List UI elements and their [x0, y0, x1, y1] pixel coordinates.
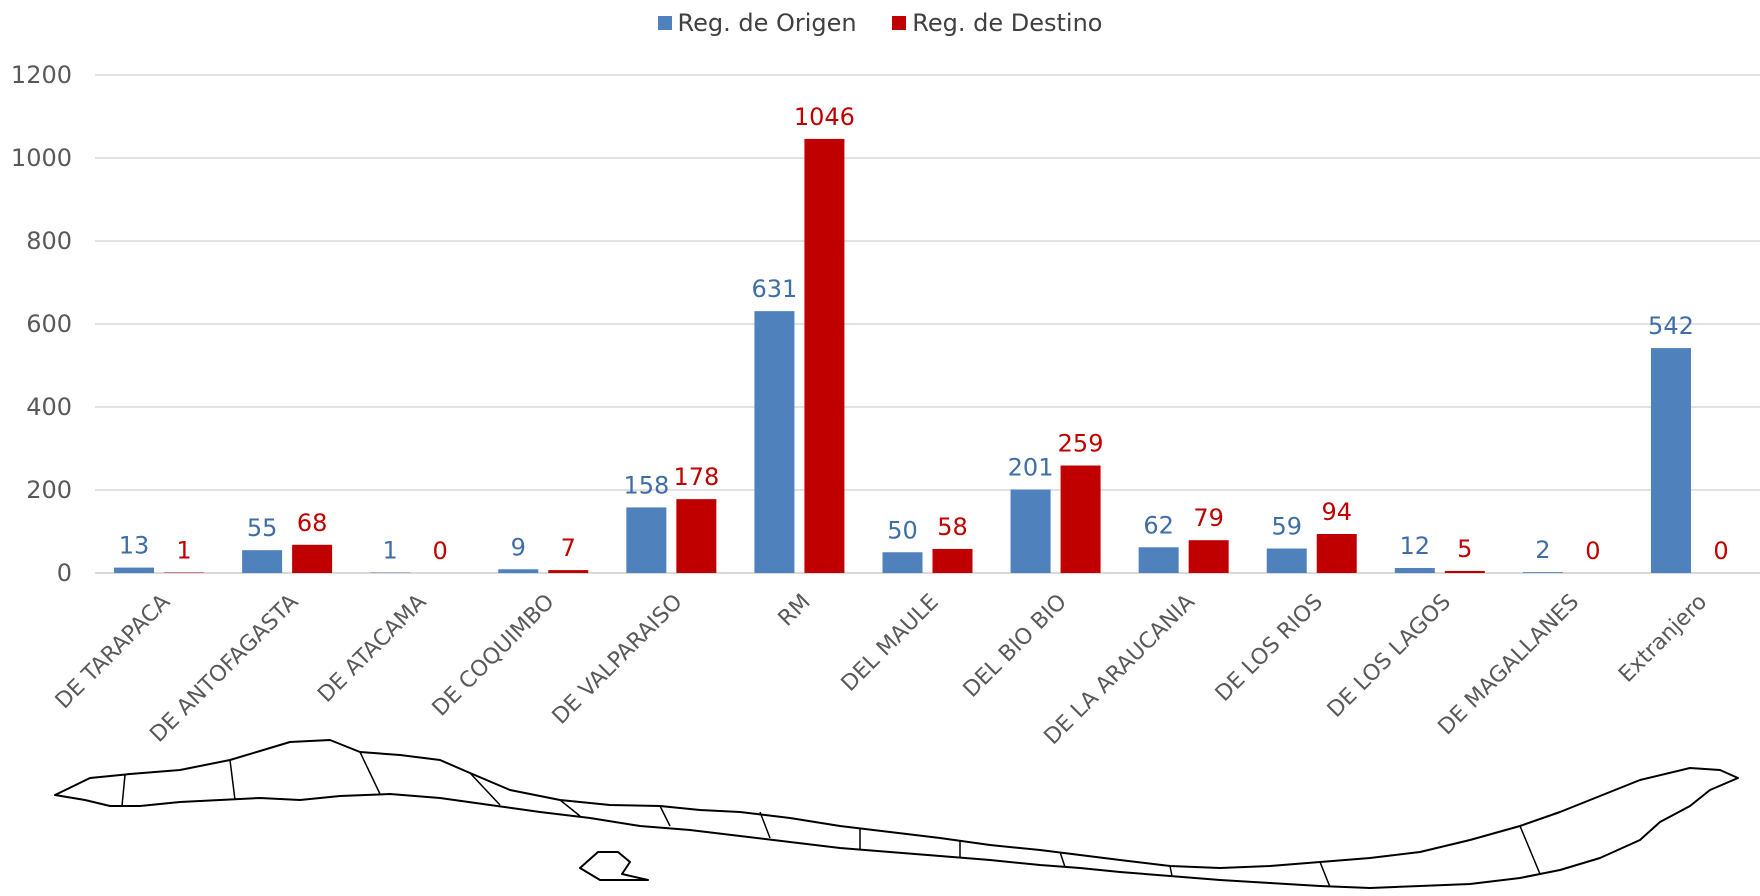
x-tick-label: DE VALPARAISO [548, 590, 688, 730]
y-tick-label: 400 [26, 393, 72, 421]
bar-origen [114, 567, 155, 573]
x-tick-label: DE MAGALLANES [1434, 590, 1585, 741]
data-label-origen: 158 [623, 471, 669, 499]
x-tick-label: DE LOS RIOS [1211, 590, 1328, 707]
data-label-origen: 201 [1008, 454, 1054, 482]
y-tick-label: 1200 [11, 61, 72, 89]
bar-origen [754, 311, 795, 573]
data-label-destino: 94 [1321, 498, 1352, 526]
y-axis: 0 200 400 600 800 1000 1200 [11, 61, 72, 587]
data-label-destino: 7 [561, 534, 576, 562]
y-tick-label: 600 [26, 310, 72, 338]
legend-swatch-origen [657, 16, 672, 30]
map-region-borders [121, 751, 1541, 888]
data-label-origen: 55 [247, 514, 278, 542]
data-label-origen: 542 [1648, 312, 1694, 340]
data-label-origen: 50 [887, 516, 918, 544]
x-tick-label: Extranjero [1614, 590, 1712, 688]
data-label-destino: 1 [176, 537, 191, 565]
bar-origen [1010, 489, 1051, 573]
x-tick-label: DE COQUIMBO [428, 590, 560, 722]
data-label-destino: 5 [1457, 535, 1472, 563]
bar-destino [804, 138, 845, 573]
legend-label-destino: Reg. de Destino [912, 9, 1103, 37]
data-label-destino: 0 [433, 537, 448, 565]
data-label-destino: 178 [673, 463, 719, 491]
x-tick-label: DE LOS LAGOS [1323, 590, 1456, 723]
data-label-destino: 1046 [794, 103, 855, 131]
bar-origen [1650, 348, 1691, 573]
chart-legend: Reg. de Origen Reg. de Destino [0, 8, 1760, 37]
data-label-destino: 0 [1713, 537, 1728, 565]
data-label-destino: 259 [1058, 430, 1104, 458]
bar-destino [1444, 570, 1485, 573]
data-label-origen: 13 [119, 532, 150, 560]
data-label-origen: 1 [383, 537, 398, 565]
bar-origen [498, 569, 539, 573]
legend-swatch-destino [892, 16, 907, 30]
bar-origen [242, 550, 283, 573]
x-tick-label: RM [774, 590, 816, 632]
map-island [579, 851, 649, 881]
data-label-origen: 631 [752, 275, 798, 303]
gridlines [95, 74, 1760, 574]
bar-destino [1316, 533, 1357, 573]
data-label-destino: 79 [1193, 504, 1224, 532]
y-tick-label: 1000 [11, 144, 72, 172]
data-label-origen: 62 [1143, 511, 1174, 539]
bar-destino [1188, 540, 1229, 573]
map-outline [54, 739, 1739, 889]
data-label-origen: 12 [1400, 532, 1431, 560]
x-tick-label: DE TARAPACA [51, 590, 175, 714]
data-label-destino: 58 [937, 513, 968, 541]
bar-origen [882, 552, 923, 573]
bar-destino [548, 570, 589, 573]
bar-destino [676, 499, 717, 573]
y-tick-label: 800 [26, 227, 72, 255]
legend-label-origen: Reg. de Origen [677, 9, 857, 37]
bar-origen [1522, 572, 1563, 573]
data-label-origen: 2 [1535, 536, 1550, 564]
data-label-origen: 9 [511, 533, 526, 561]
bar-origen [1266, 548, 1307, 573]
bar-destino [1060, 465, 1101, 573]
x-tick-label: DE ATACAMA [313, 590, 431, 708]
bar-origen [1138, 547, 1179, 573]
data-label-origen: 59 [1271, 513, 1302, 541]
x-tick-label: DEL BIO BIO [959, 590, 1072, 703]
bar-origen [626, 507, 667, 573]
chile-map-icon [54, 739, 1739, 889]
y-tick-label: 200 [26, 476, 72, 504]
legend-item-origen: Reg. de Origen [657, 9, 857, 37]
bar-destino [932, 548, 973, 573]
bar-destino [292, 544, 333, 573]
data-label-destino: 68 [297, 509, 328, 537]
data-label-destino: 0 [1585, 537, 1600, 565]
bars [114, 138, 1691, 573]
x-tick-label: DEL MAULE [837, 590, 944, 697]
legend-item-destino: Reg. de Destino [892, 9, 1102, 37]
y-tick-label: 0 [57, 559, 72, 587]
bar-origen [1394, 568, 1435, 573]
